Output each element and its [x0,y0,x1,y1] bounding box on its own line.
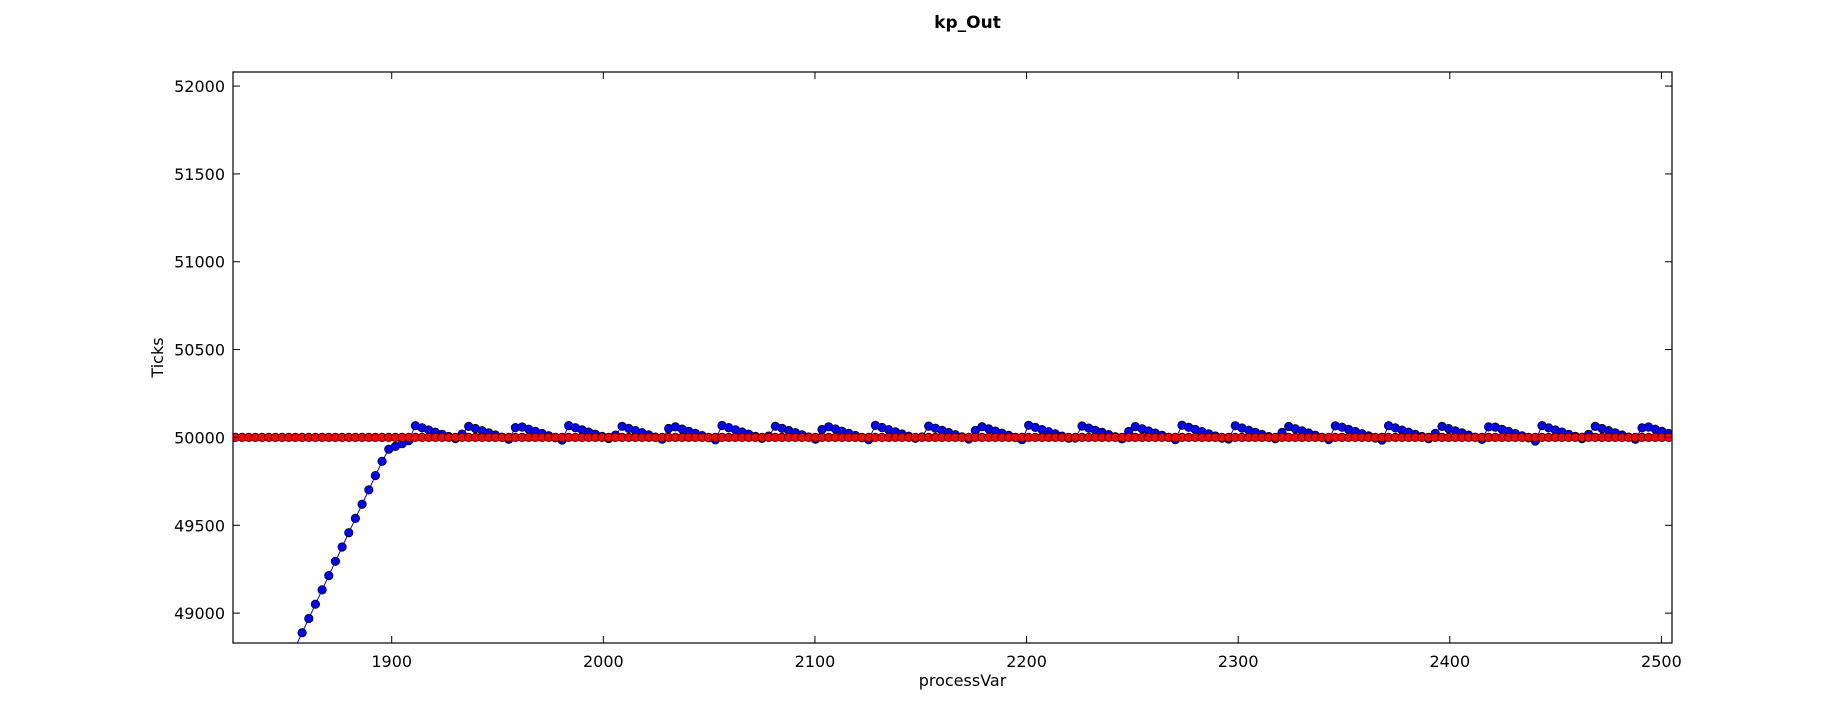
data-point-measured [310,599,320,609]
data-point-measured [377,456,387,466]
y-tick-label: 51500 [174,165,225,184]
y-tick-label: 50000 [174,428,225,447]
data-point-measured [285,657,293,665]
data-point-measured [350,513,360,524]
x-tick-label: 2200 [1006,652,1047,671]
data-point-measured [324,570,334,581]
axes: 1900 2000 2100 2200 2300 2400 2500 49000 49500 50… [174,71,1682,671]
data-point-setpoint [233,435,234,440]
x-tick-label: 2500 [1641,652,1682,671]
y-axis-label: Ticks [148,337,167,378]
x-axis-label: processVar [919,671,1007,690]
data-point-measured [370,470,380,481]
x-tick-label: 1900 [371,652,412,671]
chart-title: kp_Out [934,13,1001,33]
data-point-measured [297,628,307,638]
data-point-measured [344,528,354,538]
data-point-measured [293,642,298,643]
data-point-measured [357,499,367,509]
x-tick-label: 2400 [1429,652,1470,671]
data-point-measured [304,613,314,624]
data-point-measured [364,485,374,495]
x-tick-label: 2300 [1218,652,1259,671]
x-tick-label: 2100 [795,652,836,671]
y-tick-label: 49500 [174,516,225,535]
series-line-measured [296,424,1669,643]
data-point-measured [317,585,327,595]
axes-frame [232,71,1673,644]
x-tick-label: 2000 [583,652,624,671]
y-tick-label: 51000 [174,253,225,272]
y-tick-label: 52000 [174,77,225,96]
y-tick-label: 50500 [174,341,225,360]
data-point-measured [330,556,340,566]
plot-area [233,420,1672,665]
data-point-measured [337,542,347,552]
y-tick-label: 49000 [174,604,225,623]
